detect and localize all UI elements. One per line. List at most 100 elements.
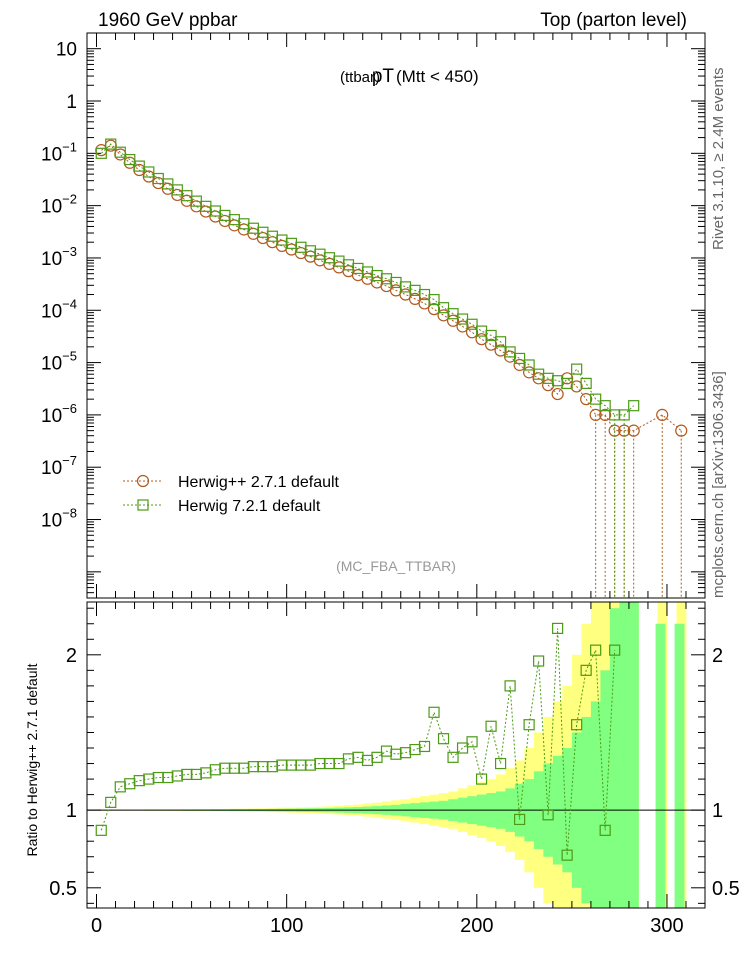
band-inner-bin [590,701,601,908]
y-tick-base: 10 [41,458,62,479]
ratio-point-square [390,748,402,760]
data-point-circle [589,408,602,421]
data-point-circle [484,338,498,351]
data-point-square [437,302,450,314]
ratio-point-square [523,719,535,731]
ratio-point-square [428,706,440,718]
data-point-square [561,377,573,390]
x-tick-label: 0 [91,915,102,937]
y-tick-exponent: −3 [62,244,77,259]
data-point-square [114,146,126,158]
ratio-point-square [295,759,307,771]
ratio-point-square [181,768,193,781]
y-tick-base: 10 [41,197,62,218]
ratio-point-square [590,644,602,656]
data-point-square [466,318,478,330]
data-point-square [143,166,155,178]
ratio-point-square [580,664,592,676]
ratio-y-tick-label-left: 0.5 [49,878,77,900]
ratio-plot-panel: 0 100 200 300 0.5 0.5 1 1 2 2 [49,33,740,937]
y-tick-exponent: −5 [62,349,77,364]
data-point-square [513,352,526,365]
legend-item-herwig-pp: Herwig++ 2.7.1 default [123,474,340,491]
ratio-plot-frame [86,601,706,909]
data-point-circle [599,408,612,421]
data-point-circle [437,309,450,322]
y-tick-base: 10 [41,301,62,322]
ratio-point-square [494,757,507,770]
plot-title-cut: (Mtt < 450) [396,67,479,86]
data-point-circle [523,366,536,379]
ratio-y-tick-label-left: 2 [66,645,77,667]
y-tick-exponent: −1 [62,139,77,154]
data-point-square [523,359,535,371]
ratio-series-herwig7 [95,622,621,861]
ratio-point-square [599,824,611,836]
data-point-circle [675,424,688,437]
ratio-point-square [418,740,431,753]
ratio-point-square [561,849,573,861]
ratio-connector-line [100,628,616,856]
y-tick-exponent: −7 [62,453,77,468]
legend-label-herwig7: Herwig 7.2.1 default [178,498,321,515]
ratio-y-tick-label-right: 0.5 [712,878,740,900]
y-tick-label: 10 [56,40,77,61]
data-point-square [494,336,507,348]
data-point-square [314,248,326,260]
ratio-y-tick-label-right: 1 [712,800,723,822]
data-point-square [428,293,440,306]
x-tick-label: 300 [650,915,683,937]
plot-title-sub: (ttbar) [340,69,380,86]
y-tick-label: 10−3 [41,244,77,270]
band-inner-bin [655,623,666,908]
y-tick-label: 10−4 [41,296,77,322]
legend-square-marker [137,499,149,511]
y-tick-label: 10−8 [41,506,77,532]
data-point-circle [418,297,431,310]
band-inner-bin [619,602,630,908]
data-point-square [133,160,145,172]
data-point-square [171,184,183,196]
y-tick-exponent: −4 [62,296,77,311]
y-tick-label: 10−5 [41,349,77,375]
series-connector-line [100,143,635,416]
legend-circle-marker [136,474,150,488]
data-point-circle [475,333,488,346]
rivet-version-label: Rivet 3.1.10, ≥ 2.4M events [710,68,727,251]
data-point-circle [456,320,469,333]
band-inner-bin [609,608,620,908]
legend-label-herwig-pp: Herwig++ 2.7.1 default [178,474,340,491]
data-point-circle [580,393,593,406]
data-point-square [95,147,107,159]
x-tick-label: 200 [460,915,493,937]
data-point-circle [494,344,507,357]
y-tick-base: 10 [41,511,62,532]
ratio-point-square [219,762,231,774]
y-tick-exponent: −6 [62,401,77,416]
ratio-point-square [95,824,107,836]
ratio-y-axis-label: Ratio to Herwig++ 2.7.1 default [24,663,40,856]
energy-label: 1960 GeV ppbar [98,10,238,31]
data-point-circle [513,358,526,372]
ratio-point-square [152,771,164,784]
data-point-square [485,329,497,342]
analysis-label: (MC_FBA_TTBAR) [336,558,456,574]
ratio-point-square [371,751,383,763]
data-point-square [571,363,583,375]
y-tick-label: 10−6 [41,401,77,427]
source-label: mcplots.cern.ch [arXiv:1306.3436] [710,371,727,598]
band-inner-bin [600,670,611,908]
x-tick-label: 100 [270,915,303,937]
data-point-circle [551,387,564,401]
ratio-point-square [276,759,288,771]
data-point-circle [427,303,441,316]
ratio-point-square [342,753,355,765]
data-point-square [504,346,516,358]
ratio-point-square [409,743,421,756]
series-connector-line [101,145,682,432]
ratio-point-square [533,655,545,667]
ratio-point-square [571,719,583,731]
y-tick-label: 10−1 [41,139,77,165]
